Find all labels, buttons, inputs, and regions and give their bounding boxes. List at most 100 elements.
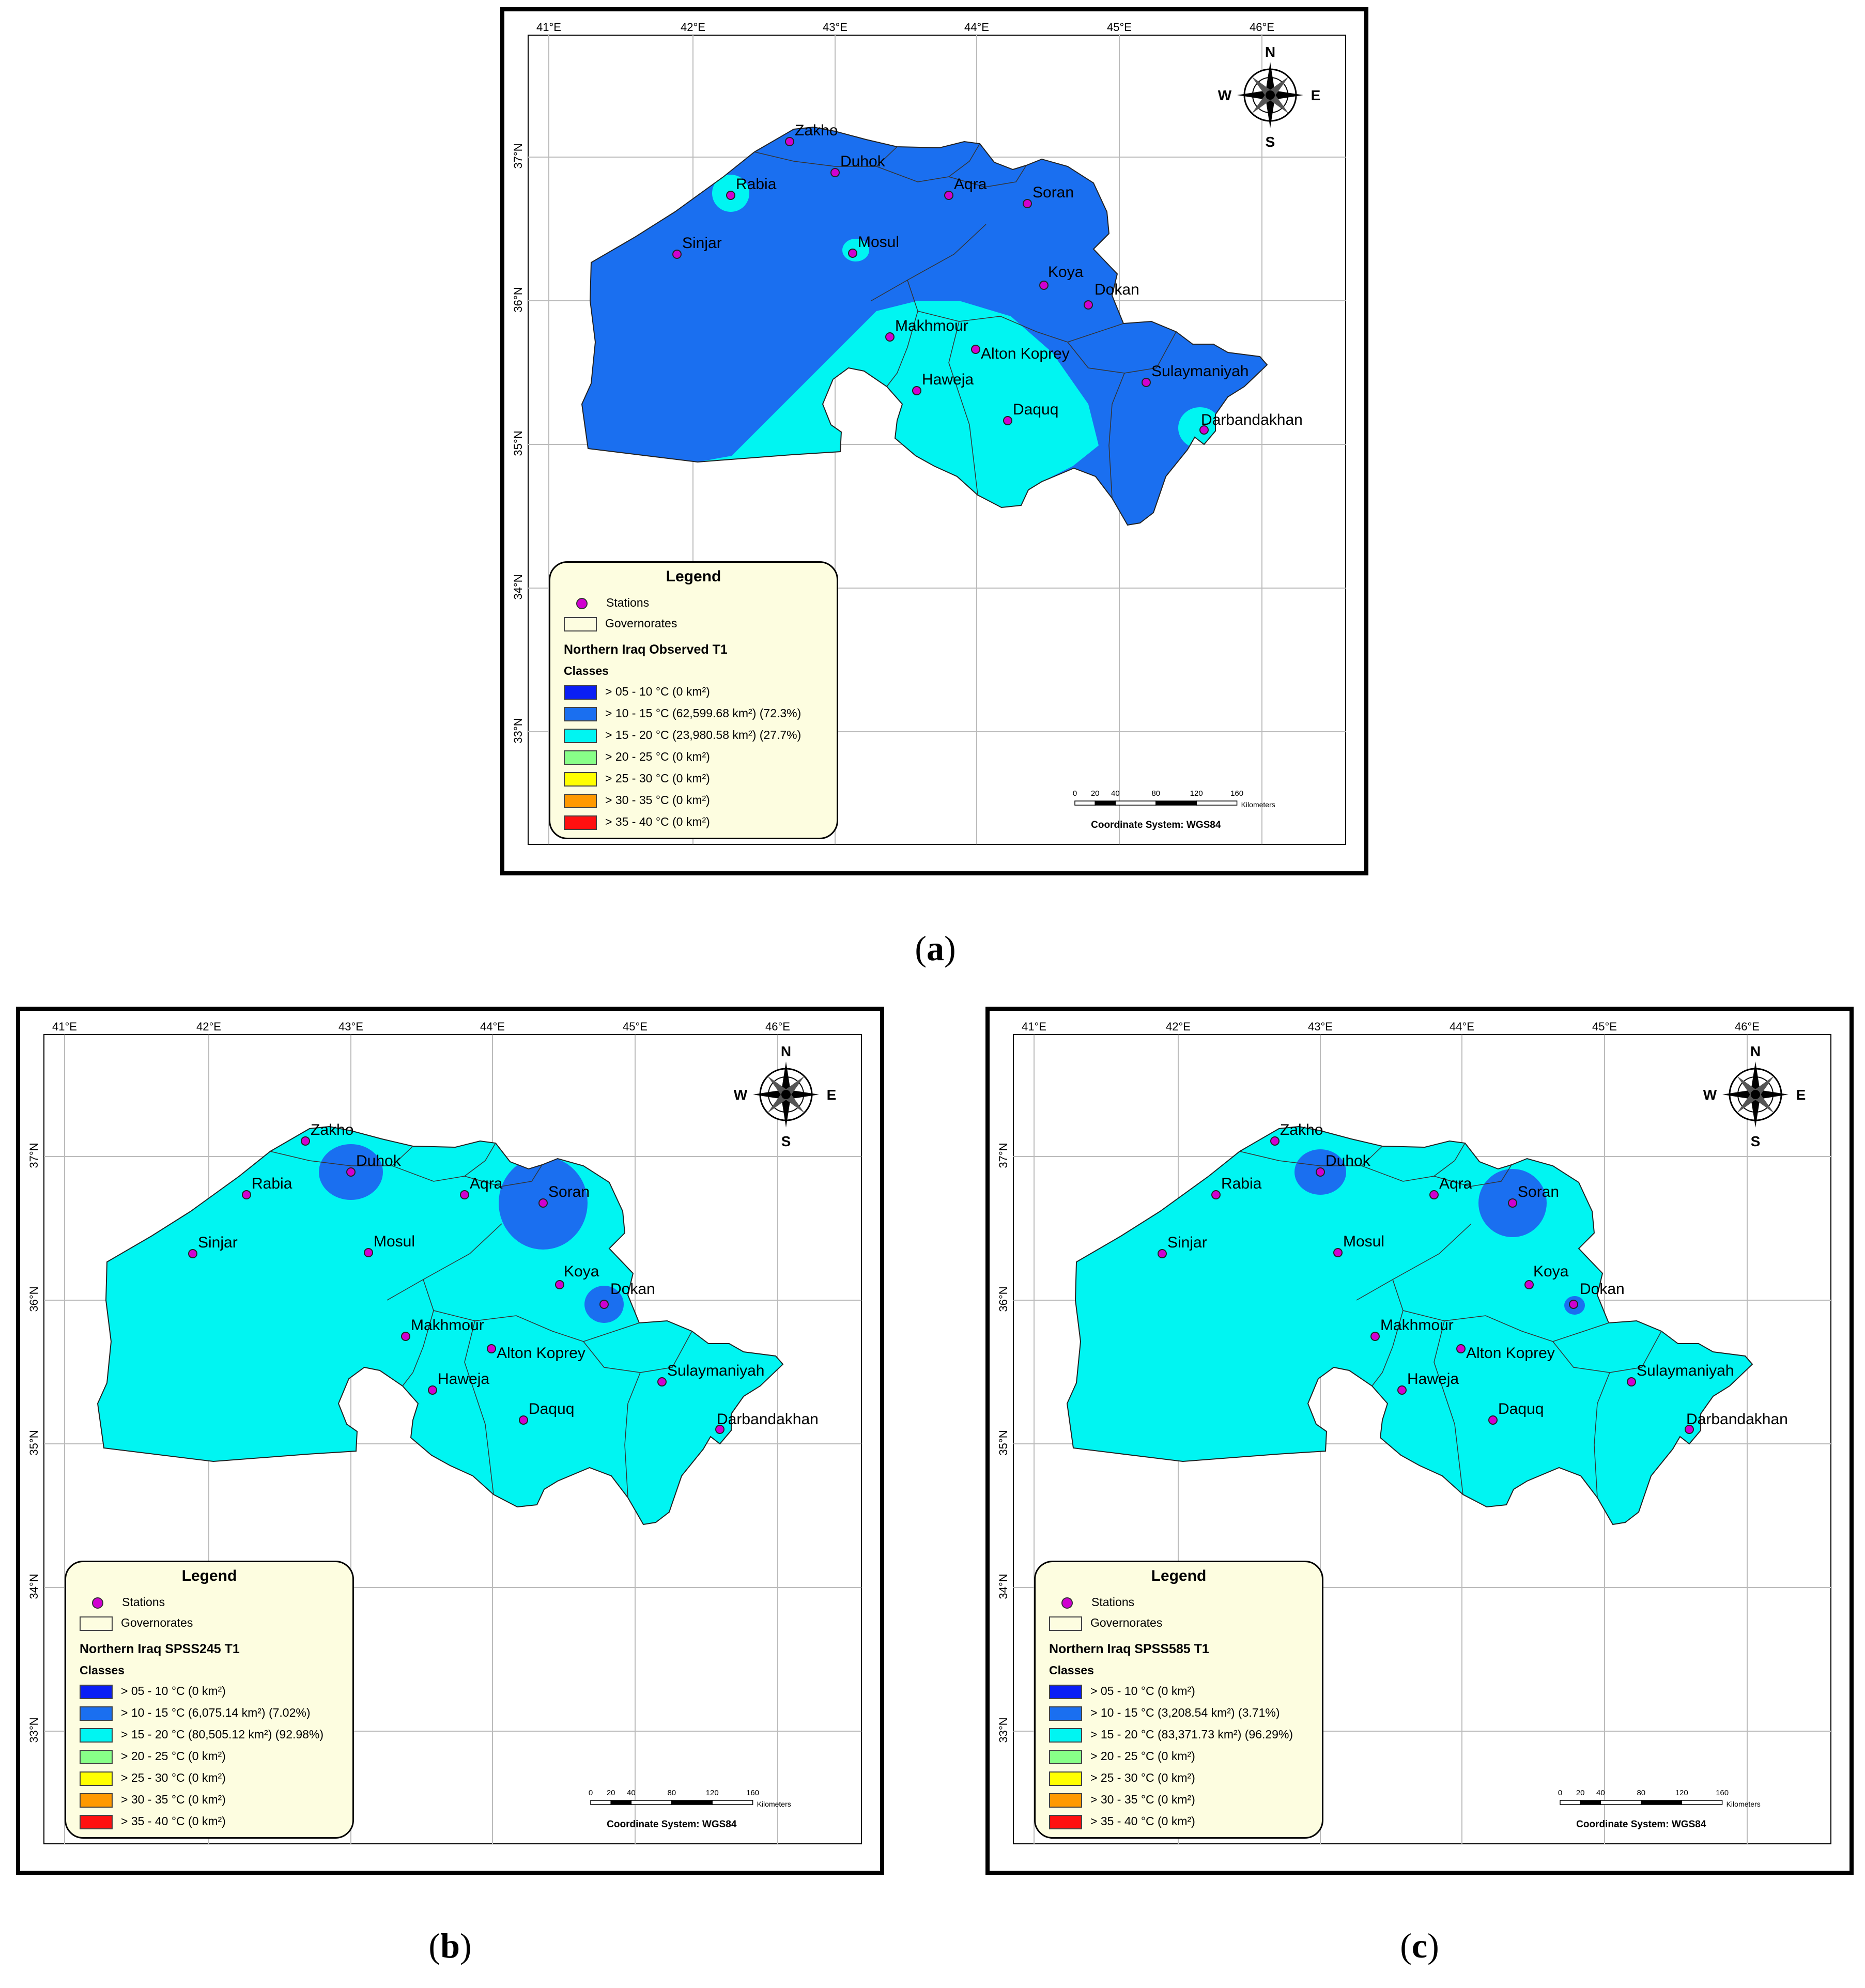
scale-bar-segment [1115, 800, 1157, 806]
class-swatch [1049, 1814, 1082, 1829]
compass-w: W [734, 1087, 748, 1103]
governorate-border [754, 146, 898, 167]
station-marker [1142, 378, 1151, 387]
latitude-tick-label: 35°N [997, 1430, 1010, 1455]
station-marker [1397, 1385, 1407, 1395]
station-label: Haweja [438, 1370, 489, 1388]
legend-class-row: > 35 - 40 °C (0 km²) [80, 1814, 226, 1829]
latitude-tick-label: 37°N [512, 143, 525, 168]
scale-bar-tick: 120 [1675, 1789, 1688, 1797]
station-label: Dokan [610, 1281, 655, 1298]
class-swatch [1049, 1684, 1082, 1699]
governorate-border [1434, 1320, 1463, 1495]
temperature-zone-dominant [98, 1127, 783, 1524]
class-swatch [564, 728, 597, 743]
map-legend: Legend Stations Governorates Northern Ir… [1034, 1561, 1323, 1839]
station-marker [242, 1190, 251, 1199]
legend-class-row: > 10 - 15 °C (6,075.14 km²) (7.02%) [80, 1706, 311, 1721]
governorate-border [1356, 1223, 1472, 1301]
governorate-border [270, 1146, 413, 1166]
map-panel-b: 41°E 42°E 43°E 44°E 45°E 46°E 37°N 36°N 35°N 34°N… [16, 1007, 884, 1875]
station-marker [1456, 1344, 1466, 1353]
station-label: Sinjar [198, 1234, 238, 1251]
latitude-tick-label: 34°N [512, 574, 525, 599]
longitude-tick-label: 43°E [823, 21, 847, 34]
map-legend: Legend Stations Governorates Northern Ir… [549, 561, 838, 839]
scale-bar-unit: Kilometers [1241, 800, 1275, 809]
latitude-tick-label: 33°N [512, 718, 525, 743]
governorate-border [948, 165, 1027, 188]
station-marker [1023, 199, 1032, 208]
scale-bar-tick: 160 [1230, 789, 1243, 798]
station-marker [657, 1377, 667, 1386]
latitude-tick-label: 34°N [27, 1574, 40, 1599]
scale-bar-tick: 40 [627, 1789, 636, 1797]
governorate-border [464, 1164, 543, 1187]
station-marker [1084, 300, 1093, 310]
legend-stations: Stations [564, 596, 649, 610]
station-marker [364, 1248, 373, 1257]
map-canvas-b: 41°E 42°E 43°E 44°E 45°E 46°E 37°N 36°N 35°N 34°N… [27, 1020, 862, 1844]
station-label: Zakho [311, 1121, 353, 1138]
scale-bar-tick: 40 [1596, 1789, 1605, 1797]
station-marker [1199, 425, 1209, 435]
latitude-tick-label: 35°N [27, 1430, 40, 1455]
legend-class-row: > 05 - 10 °C (0 km²) [1049, 1684, 1195, 1699]
legend-class-row: > 25 - 30 °C (0 km²) [1049, 1771, 1195, 1786]
latitude-tick-label: 34°N [997, 1574, 1010, 1599]
legend-stations: Stations [1049, 1595, 1134, 1609]
station-label: Duhok [1325, 1152, 1371, 1169]
station-label: Soran [1032, 184, 1074, 201]
scale-bar-segment [590, 1800, 611, 1805]
legend-class-row: > 20 - 25 °C (0 km²) [564, 750, 710, 765]
legend-class-row: > 05 - 10 °C (0 km²) [564, 685, 710, 700]
station-label: Sinjar [682, 235, 722, 252]
station-marker [1524, 1280, 1534, 1289]
governorate-border [433, 1310, 640, 1342]
compass-n: N [1750, 1043, 1761, 1059]
legend-class-row: > 20 - 25 °C (0 km²) [80, 1749, 226, 1764]
station-label: Koya [564, 1263, 599, 1280]
scale-bar-segment [1560, 1800, 1581, 1805]
station-marker [848, 249, 857, 258]
legend-classes-heading: Classes [564, 664, 609, 677]
station-marker [1316, 1167, 1325, 1177]
scale-bar-tick: 80 [1151, 789, 1160, 798]
latitude-tick-label: 36°N [512, 287, 525, 312]
scale-bar-segment [1095, 800, 1116, 806]
class-swatch [564, 772, 597, 787]
governorate-border [464, 1320, 494, 1495]
scale-bar-segment [1155, 800, 1197, 806]
longitude-tick-label: 45°E [1107, 21, 1132, 34]
longitude-tick-label: 42°E [1166, 1020, 1191, 1033]
panel-caption-b: (b) [428, 1926, 472, 1965]
scale-bar-segment [1600, 1800, 1642, 1805]
scale-bar-segment [610, 1800, 632, 1805]
compass-e: E [827, 1087, 837, 1103]
region-outline [1066, 1126, 1753, 1525]
longitude-tick-label: 44°E [1450, 1020, 1474, 1033]
station-marker [1211, 1190, 1221, 1199]
compass-hub [781, 1090, 791, 1099]
station-marker [885, 332, 895, 342]
governorate-border [1402, 1310, 1609, 1342]
station-label: Soran [1518, 1183, 1559, 1200]
longitude-tick-label: 45°E [623, 1020, 648, 1033]
class-swatch [564, 750, 597, 765]
compass-rose-icon [1722, 1061, 1789, 1128]
scale-bar-segment [1196, 800, 1238, 806]
station-marker [1370, 1332, 1380, 1341]
compass-s: S [781, 1133, 791, 1149]
station-label: Zakho [795, 122, 838, 139]
station-marker [1508, 1198, 1517, 1208]
scale-bar-tick: 160 [746, 1789, 759, 1797]
station-label: Daquq [1498, 1400, 1544, 1417]
scale-bar-tick: 80 [1637, 1789, 1645, 1797]
coordinate-system-label: Coordinate System: WGS84 [607, 1819, 737, 1830]
legend-stations: Stations [80, 1595, 165, 1609]
legend-title: Legend [181, 1567, 237, 1584]
station-label: Sinjar [1167, 1234, 1207, 1251]
class-swatch [80, 1771, 113, 1786]
compass-s: S [1751, 1133, 1761, 1149]
governorate-swatch [564, 617, 597, 631]
